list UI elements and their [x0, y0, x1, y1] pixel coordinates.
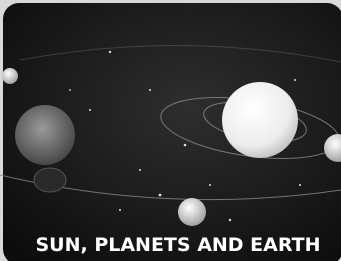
planet: [178, 198, 206, 226]
image: SUN, PLANETS AND EARTH: [0, 0, 341, 261]
page: SUN, PLANETS AND EARTH (() => { const da…: [0, 0, 341, 261]
planet: [34, 168, 66, 192]
planet: [15, 105, 75, 165]
caption: SUN, PLANETS AND EARTH: [35, 234, 320, 256]
sun: [222, 82, 298, 158]
planet: [2, 68, 18, 84]
